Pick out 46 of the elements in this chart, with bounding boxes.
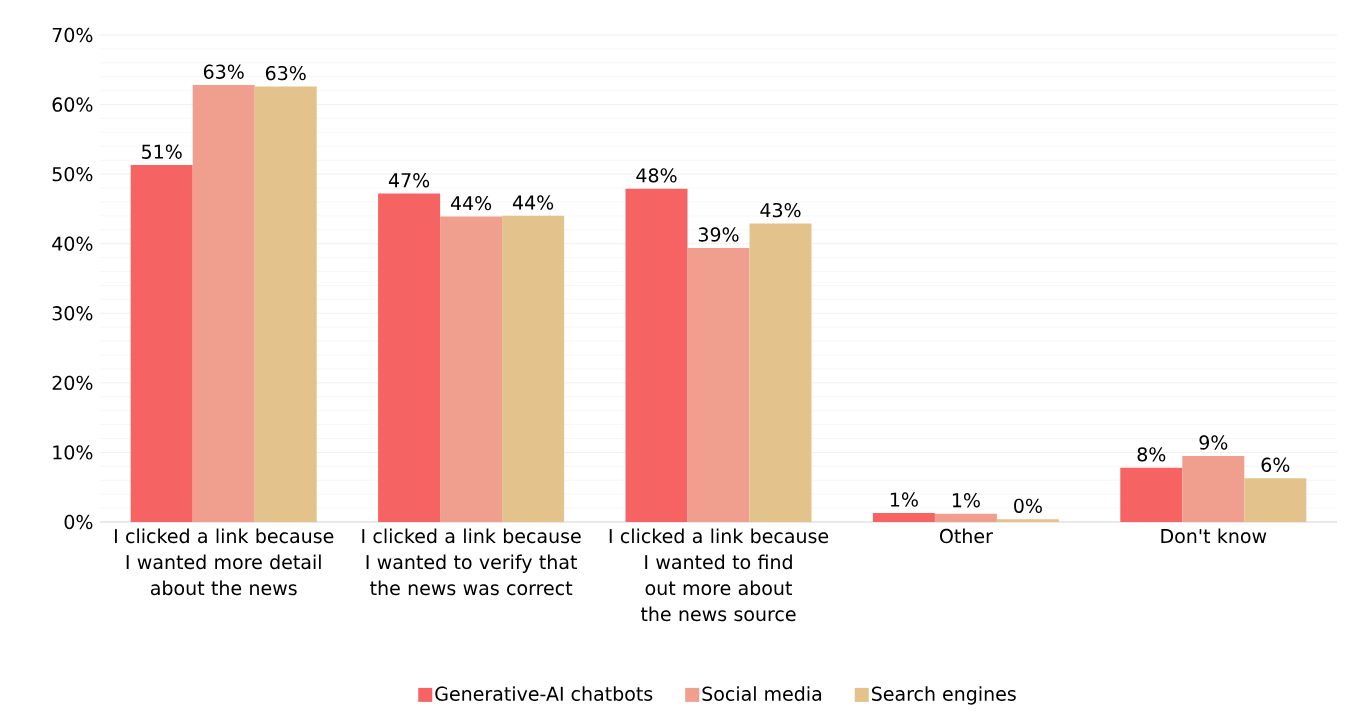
y-tick-label: 70% — [52, 27, 93, 43]
y-tick-label: 20% — [52, 375, 93, 391]
y-tick-label: 10% — [53, 445, 93, 460]
bar — [934, 513, 997, 522]
data-label: 51% — [142, 144, 182, 159]
y-tick-label: 0% — [64, 514, 93, 530]
data-label: 47% — [388, 173, 430, 188]
bar — [872, 512, 935, 522]
y-tick-label: 50% — [52, 166, 93, 182]
data-label: 6% — [1261, 457, 1290, 472]
bar — [378, 193, 441, 522]
data-label: 39% — [698, 227, 739, 242]
legend-label: Social media — [702, 686, 822, 701]
y-tick-label: 60% — [52, 97, 93, 112]
bar — [254, 86, 317, 522]
bar — [1244, 478, 1307, 522]
x-tick-label: I clicked a link because I wanted more detail about the news — [114, 528, 334, 596]
bar — [502, 215, 565, 522]
data-label: 44% — [450, 195, 492, 211]
data-label: 63% — [265, 65, 306, 81]
bar — [625, 188, 688, 522]
data-label: 9% — [1199, 435, 1228, 450]
y-tick-label: 40% — [52, 236, 93, 251]
y-tick-label: 30% — [52, 306, 93, 321]
bar — [749, 223, 812, 522]
legend-label: Generative-AI chatbots — [435, 686, 653, 701]
bar — [996, 519, 1059, 522]
bar — [440, 216, 503, 522]
data-label: 63% — [203, 64, 244, 79]
x-tick-label: Don't know — [1161, 528, 1267, 544]
bar — [192, 85, 255, 522]
data-label: 43% — [760, 202, 801, 218]
data-label: 48% — [636, 168, 677, 183]
legend-label: Search engines — [871, 686, 1016, 705]
bar — [687, 247, 750, 522]
bar — [1120, 467, 1183, 522]
data-label: 44% — [512, 195, 554, 210]
data-label: 1% — [952, 493, 980, 508]
bar — [1182, 455, 1245, 522]
x-tick-label: I clicked a link because I wanted to find out more about the news source — [609, 528, 829, 622]
x-tick-label: Other — [939, 528, 993, 544]
data-label: 1% — [890, 492, 918, 507]
x-tick-label: I clicked a link because I wanted to verify that the news was correct — [362, 528, 581, 596]
data-label: 8% — [1137, 447, 1166, 462]
bar — [130, 165, 193, 522]
data-label: 0% — [1014, 498, 1042, 514]
